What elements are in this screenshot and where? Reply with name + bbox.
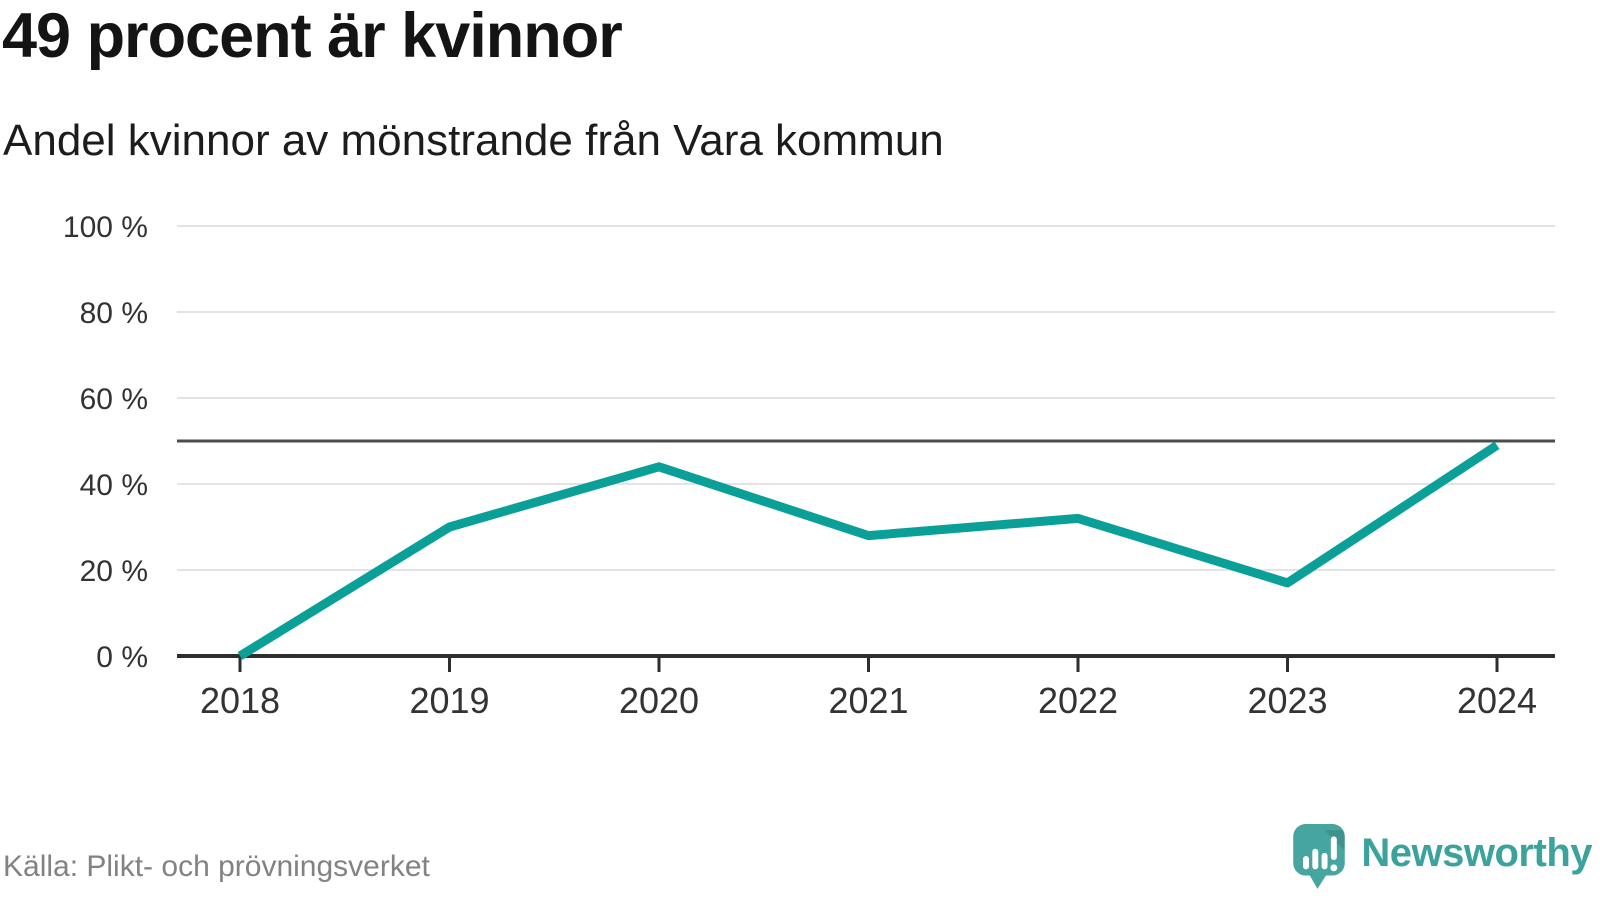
bubble-fold-shade (1324, 830, 1346, 851)
x-tick-label: 2019 (409, 680, 489, 721)
x-tick-label: 2024 (1457, 680, 1537, 721)
newsworthy-logo: Newsworthy (1293, 824, 1592, 892)
logo-bar-3 (1321, 852, 1328, 870)
x-tick-label: 2023 (1247, 680, 1327, 721)
logo-exclamation-bar (1331, 836, 1338, 861)
y-tick-label: 60 % (80, 383, 148, 416)
speech-bubble-tail (1309, 873, 1328, 889)
line-chart: 2018 2019 2020 2021 2022 2023 2024 0 % 20 % 40 % 6… (63, 211, 1555, 721)
chart-title: 49 procent är kvinnor (2, 1, 623, 71)
logo-exclamation-dot (1330, 864, 1338, 872)
y-tick-label: 80 % (80, 297, 148, 330)
logo-bar-1 (1303, 855, 1310, 870)
newsworthy-wordmark: Newsworthy (1361, 831, 1592, 875)
y-tick-label: 0 % (96, 641, 148, 674)
x-tick-label: 2020 (619, 680, 699, 721)
source-note: Källa: Plikt- och prövningsverket (3, 850, 430, 883)
y-tick-label: 100 % (63, 211, 148, 244)
chart-subtitle: Andel kvinnor av mönstrande från Vara ko… (3, 116, 944, 165)
data-line (237, 441, 1500, 660)
x-tick-label: 2018 (200, 680, 280, 721)
y-tick-label: 20 % (80, 555, 148, 588)
logo-bar-2 (1312, 848, 1319, 870)
x-tick-label: 2021 (828, 680, 908, 721)
newsworthy-logo-icon (1293, 824, 1346, 889)
y-tick-label: 40 % (80, 469, 148, 502)
x-tick-label: 2022 (1038, 680, 1118, 721)
